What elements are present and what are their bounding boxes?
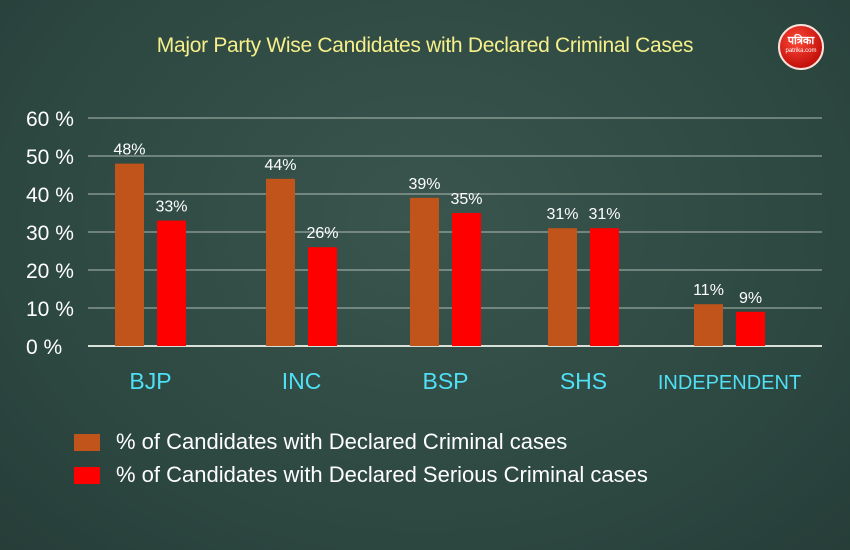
- bar: [308, 247, 337, 346]
- data-label: 9%: [739, 290, 762, 307]
- x-tick-label: INC: [282, 368, 322, 394]
- chart-title: Major Party Wise Candidates with Declare…: [156, 34, 694, 57]
- x-tick-label: INDEPENDENT: [658, 372, 801, 394]
- data-label: 33%: [155, 199, 187, 216]
- legend-entry-serious: % of Candidates with Declared Serious Cr…: [74, 462, 648, 487]
- legend-label-serious: % of Candidates with Declared Serious Cr…: [116, 462, 648, 487]
- data-label: 48%: [113, 142, 145, 159]
- y-tick-label: 0 %: [26, 336, 62, 359]
- y-tick-label: 60 %: [26, 108, 74, 131]
- data-label: 39%: [408, 176, 440, 193]
- bar: [590, 228, 619, 346]
- bar: [157, 220, 186, 346]
- data-label: 44%: [264, 157, 296, 174]
- legend-swatch-criminal: [74, 433, 100, 451]
- logo-subtext: patrika.com: [785, 48, 817, 54]
- patrika-logo: पत्रिका patrika.com: [778, 24, 824, 70]
- y-tick-label: 40 %: [26, 184, 74, 207]
- bar: [452, 213, 481, 346]
- bar: [548, 228, 577, 346]
- x-tick-label: BJP: [129, 368, 171, 394]
- legend-entry-criminal: % of Candidates with Declared Criminal c…: [74, 429, 568, 454]
- bar: [266, 178, 295, 346]
- bar: [736, 311, 765, 346]
- data-label: 26%: [306, 225, 338, 242]
- bar: [115, 163, 144, 346]
- legend-swatch-serious: [74, 466, 100, 484]
- bar-chart: 0 % 10 % 20 % 30 % 40 % 50 % 60 % 48% 33% BJP 44% 2…: [26, 108, 822, 394]
- x-tick-label: BSP: [422, 368, 468, 394]
- legend-label-criminal: % of Candidates with Declared Criminal c…: [116, 429, 568, 454]
- logo-text: पत्रिका: [787, 35, 815, 47]
- data-label: 11%: [693, 282, 724, 299]
- bar: [410, 197, 439, 346]
- data-label: 35%: [450, 191, 482, 208]
- x-tick-label: SHS: [560, 368, 607, 394]
- data-label: 31%: [546, 206, 578, 223]
- y-tick-label: 30 %: [26, 222, 74, 245]
- y-tick-label: 20 %: [26, 260, 74, 283]
- y-tick-label: 50 %: [26, 146, 74, 169]
- y-tick-label: 10 %: [26, 298, 74, 321]
- bar: [694, 304, 723, 346]
- data-label: 31%: [588, 206, 620, 223]
